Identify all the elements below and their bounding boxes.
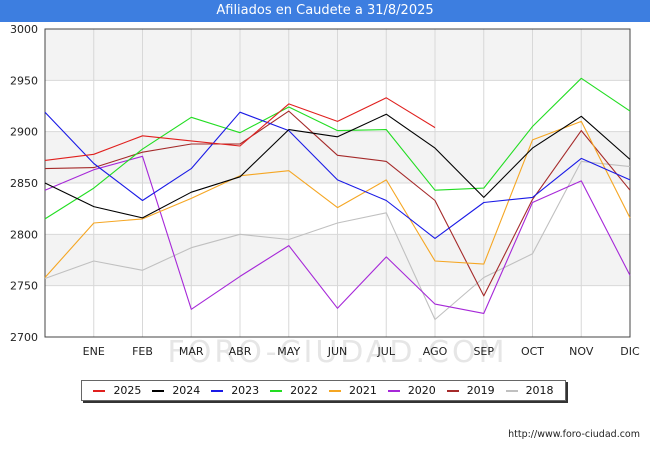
legend-swatch [270, 389, 283, 392]
legend-item-2025: 2025 [93, 384, 141, 397]
legend-label: 2024 [172, 384, 201, 397]
legend-swatch [505, 389, 518, 392]
line-chart: FORO-CIUDAD.COM 2700 2750 2800 2850 2900 2950 3… [10, 23, 640, 370]
x-tick-label: SEP [473, 345, 494, 358]
y-tick-label: 3000 [10, 23, 38, 36]
chart-title: Afiliados en Caudete a 31/8/2025 [0, 0, 650, 22]
x-tick-label: FEB [132, 345, 153, 358]
legend-label: 2019 [466, 384, 495, 397]
source-url: http://www.foro-ciudad.com [508, 429, 640, 440]
legend-swatch [387, 389, 400, 392]
x-tick-label: DIC [620, 345, 640, 358]
legend-swatch [446, 389, 459, 392]
legend-swatch [328, 389, 341, 392]
y-tick-label: 2850 [10, 177, 38, 190]
legend-item-2022: 2022 [270, 384, 318, 397]
legend-swatch [93, 389, 106, 392]
legend-label: 2022 [290, 384, 319, 397]
watermark-text: FORO-CIUDAD.COM [168, 335, 508, 370]
legend-swatch [152, 389, 165, 392]
series-line-2025 [44, 97, 436, 161]
series-line-2020 [44, 155, 631, 314]
legend-item-2018: 2018 [505, 384, 554, 397]
x-tick-label: AGO [423, 345, 448, 358]
legend-label: 2023 [231, 384, 260, 397]
series-line-2019 [44, 110, 631, 297]
x-tick-label: JUL [377, 345, 396, 358]
y-tick-label: 2700 [10, 331, 38, 344]
x-tick-label: JUN [327, 345, 348, 358]
series-line-2022 [44, 77, 631, 220]
y-tick-label: 2750 [10, 280, 38, 293]
y-tick-label: 2800 [10, 228, 38, 241]
series-line-2023 [44, 111, 631, 239]
series-line-2024 [44, 113, 631, 219]
x-tick-label: OCT [521, 345, 544, 358]
x-tick-label: NOV [569, 345, 594, 358]
series-line-2018 [44, 160, 631, 321]
legend-item-2023: 2023 [211, 384, 259, 397]
legend-label: 2025 [113, 384, 142, 397]
series-line-2021 [44, 120, 631, 278]
legend-label: 2020 [407, 384, 436, 397]
y-tick-label: 2900 [10, 126, 38, 139]
x-tick-label: MAY [277, 345, 300, 358]
y-tick-label: 2950 [10, 74, 38, 87]
legend-item-2019: 2019 [446, 384, 495, 397]
chart-legend: 2025 2024 2023 2022 2021 2020 2019 2018 [81, 380, 566, 401]
legend-item-2024: 2024 [152, 384, 200, 397]
legend-swatch [211, 389, 224, 392]
legend-item-2020: 2020 [387, 384, 436, 397]
legend-item-2021: 2021 [328, 384, 377, 397]
x-tick-label: ENE [83, 345, 105, 358]
x-tick-label: MAR [179, 345, 204, 358]
legend-label: 2018 [525, 384, 554, 397]
x-tick-label: ABR [229, 345, 252, 358]
legend-label: 2021 [348, 384, 377, 397]
